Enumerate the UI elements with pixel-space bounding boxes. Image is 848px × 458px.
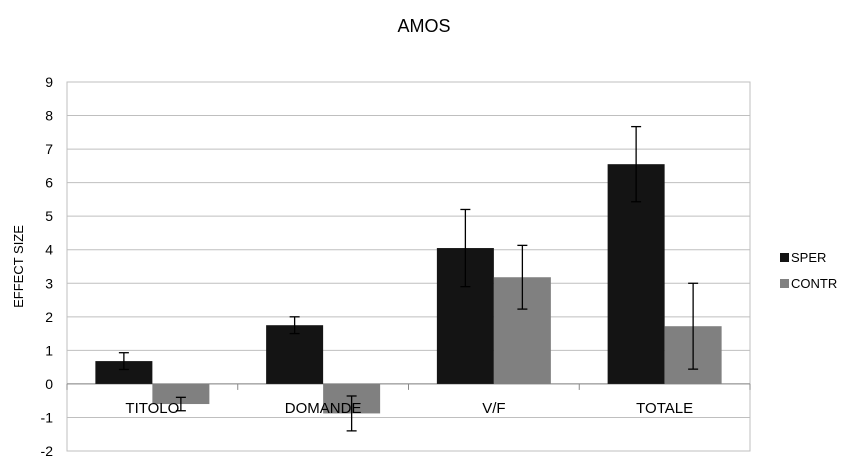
bar-contr-0 — [152, 383, 210, 405]
legend-label-sper: SPER — [791, 250, 826, 265]
plot-border — [66, 81, 751, 452]
y-tick-label: 2 — [45, 309, 53, 325]
x-category-label: TOTALE — [636, 400, 693, 417]
labels: -2 -1 0 1 2 3 4 5 6 7 8 9 TITOLO DOMANDE V/F TOTALE EFFE… — [11, 74, 693, 458]
bar-sper-1 — [266, 325, 324, 384]
y-tick-label: 4 — [45, 242, 53, 258]
y-tick-label: 5 — [45, 208, 53, 224]
y-tick-label: -2 — [41, 443, 54, 458]
y-tick-label: 9 — [45, 74, 53, 90]
y-tick-label: 6 — [45, 175, 53, 191]
x-category-label: V/F — [482, 400, 505, 417]
y-tick-label: 7 — [45, 141, 53, 157]
bars — [95, 164, 722, 414]
y-tick-label: -1 — [41, 409, 54, 425]
bar-sper-0 — [95, 361, 153, 384]
legend-swatch-contr — [780, 279, 789, 288]
legend-swatch-sper — [780, 253, 789, 262]
chart-title: AMOS — [397, 16, 451, 36]
legend-label-contr: CONTR — [791, 276, 837, 291]
legend: SPER CONTR — [780, 250, 837, 291]
y-tick-label: 0 — [45, 376, 53, 392]
y-tick-label: 8 — [45, 108, 53, 124]
y-tick-label: 1 — [45, 342, 53, 358]
x-category-label: TITOLO — [125, 400, 179, 417]
y-tick-label: 3 — [45, 275, 53, 291]
error-bars — [118, 125, 699, 432]
x-category-label: DOMANDE — [285, 400, 362, 417]
y-axis-title: EFFECT SIZE — [11, 225, 26, 308]
